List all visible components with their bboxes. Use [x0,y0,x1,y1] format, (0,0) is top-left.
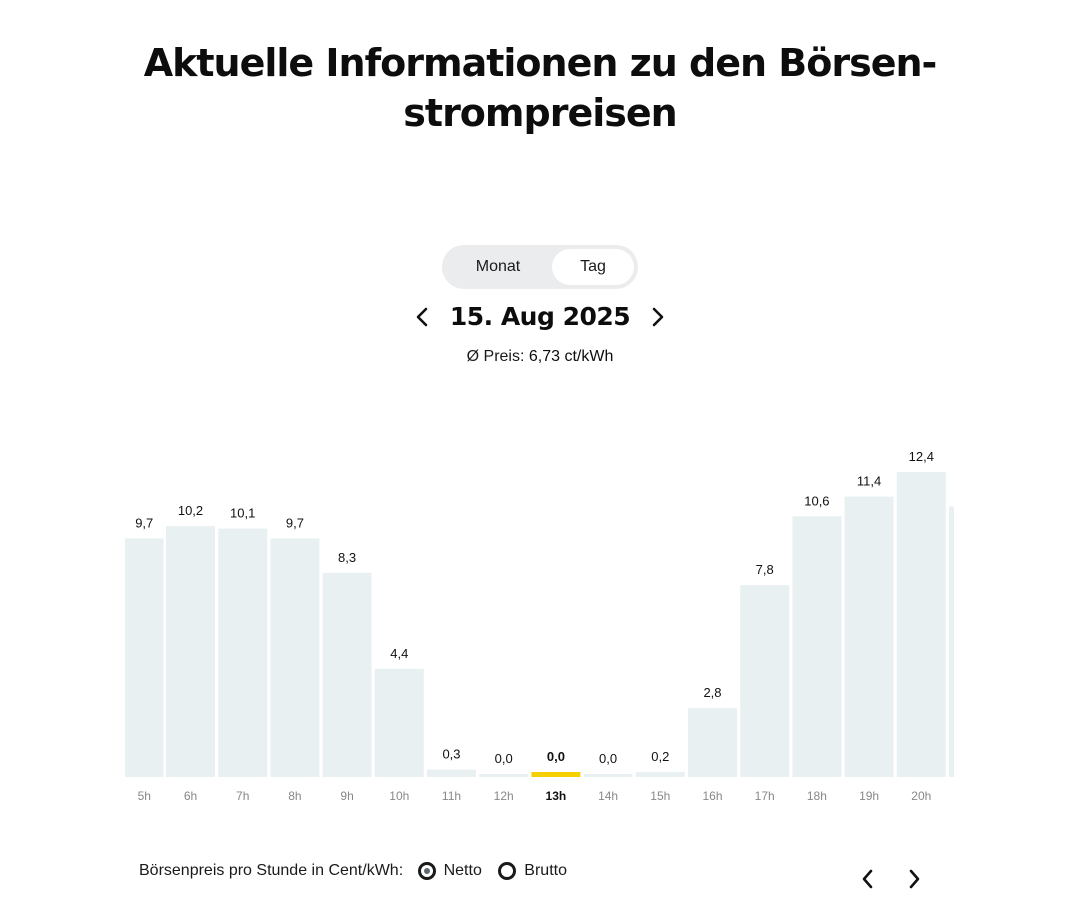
legend: Börsenpreis pro Stunde in Cent/kWh: Nett… [139,862,567,890]
bar-value-label: 10,1 [230,506,255,521]
average-price: Ø Preis: 6,73 ct/kWh [0,346,1080,368]
average-price-value: 6,73 ct/kWh [528,348,614,365]
bar-value-label: 10,6 [804,493,829,508]
x-tick-label: 11h [442,789,461,803]
x-tick-label: 16h [702,789,722,803]
price-bar-chart: 9,7 5h 10,2 6h 10,1 7h 9,7 8h 8,3 9h 4,4 10h 0,3 11h 0… [125,449,954,803]
bar-17h[interactable] [740,585,790,777]
bar-7h[interactable] [218,528,268,777]
bar-value-label: 4,4 [390,646,408,661]
bar-16h[interactable] [688,708,737,777]
x-tick-label: 19h [859,789,879,803]
bar-9h[interactable] [322,572,372,777]
bar-value-label: 0,0 [599,751,617,766]
bar-value-label: 9,7 [286,515,304,530]
bar-11h[interactable] [427,769,476,777]
chart-scroll-left-button[interactable] [856,866,880,892]
x-tick-label: 18h [807,789,827,803]
bar-partial-next [949,506,954,777]
x-tick-label: 10h [389,789,409,803]
chart-scroll-right-button[interactable] [902,866,926,892]
bar-15h[interactable] [635,772,685,777]
bar-value-label: 0,0 [495,751,513,766]
chevron-right-icon [652,307,664,327]
bar-value-label: 0,3 [442,747,460,762]
bar-value-label: 10,2 [178,503,203,518]
x-tick-label: 14h [598,789,618,803]
average-price-label: Ø Preis: [466,348,525,365]
bar-value-label: 11,4 [857,474,881,489]
bar-value-label: 7,8 [756,562,774,577]
chevron-right-icon [909,869,920,889]
bar-value-label: 12,4 [909,449,934,464]
next-day-button[interactable] [645,305,669,329]
bar-value-label: 0,2 [651,749,669,764]
bar-8h[interactable] [270,538,320,777]
toggle-option-tag[interactable]: Tag [552,249,634,285]
page-title-text: Aktuelle Informationen zu den Börsen-str… [143,41,938,135]
page-title: Aktuelle Informationen zu den Börsen-str… [0,38,1080,138]
bar-value-label: 0,0 [547,749,565,764]
x-tick-label: 15h [650,789,670,803]
x-tick-label: 13h [546,789,567,803]
legend-brutto-label[interactable]: Brutto [524,862,567,879]
x-tick-label: 7h [236,789,249,803]
bar-value-label: 8,3 [338,550,356,565]
x-tick-label: 12h [494,789,514,803]
bar-12h[interactable] [479,774,529,777]
date-navigator: 15. Aug 2025 [0,296,1080,338]
chevron-left-icon [862,869,873,889]
toggle-option-monat[interactable]: Monat [475,258,521,275]
legend-label: Börsenpreis pro Stunde in Cent/kWh: [139,862,404,879]
x-tick-label: 9h [340,789,353,803]
bar-19h[interactable] [844,496,894,777]
legend-netto-label[interactable]: Netto [443,862,482,879]
bar-10h[interactable] [374,668,424,777]
bar-5h[interactable] [125,538,164,777]
radio-brutto[interactable] [498,862,517,880]
x-tick-label: 17h [755,789,775,803]
period-toggle: Monat Tag [442,245,638,289]
x-tick-label: 20h [911,789,931,803]
bar-13h[interactable] [531,772,581,777]
bar-value-label: 9,7 [135,515,153,530]
x-tick-label: 6h [184,789,197,803]
bar-20h[interactable] [896,472,946,777]
x-tick-label: 5h [138,789,151,803]
bar-14h[interactable] [583,774,633,777]
previous-day-button[interactable] [411,305,435,329]
bar-6h[interactable] [166,526,215,777]
current-date: 15. Aug 2025 [449,302,631,331]
radio-netto[interactable] [417,862,436,880]
x-tick-label: 8h [288,789,301,803]
chevron-left-icon [416,307,428,327]
bar-value-label: 2,8 [703,685,721,700]
bar-18h[interactable] [792,516,842,777]
